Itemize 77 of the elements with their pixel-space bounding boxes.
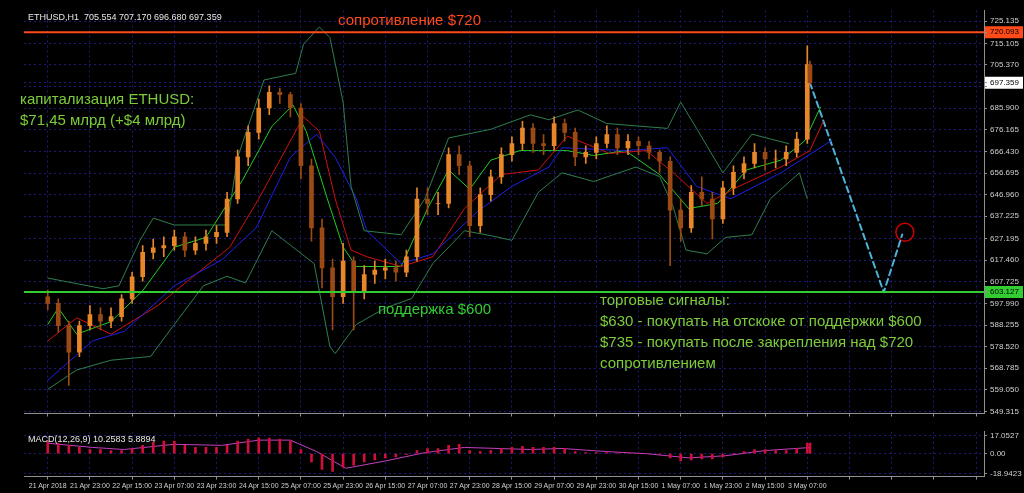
bar [468, 450, 472, 454]
y-tick-label: 697.359 [990, 77, 1020, 87]
y-tick-label: 17.0527 [990, 431, 1020, 441]
bar [236, 440, 239, 454]
bar [215, 447, 218, 454]
y-tick-label: 559.050 [990, 385, 1020, 395]
bar [784, 450, 788, 454]
bar [362, 453, 366, 463]
annotation: торговые сигналы: $630 - покупать на отскоке от поддержки $600 $735 - покупать после закрепления над $720 сопротивлением [600, 290, 922, 371]
bar [310, 453, 313, 463]
candlestick [372, 260, 378, 284]
y-tick-label: 725.135 [990, 16, 1020, 26]
candlestick [277, 87, 283, 104]
y-tick-label: 685.900 [990, 103, 1020, 113]
bar [173, 440, 176, 454]
y-tick-label: 597.990 [990, 298, 1020, 308]
ref-line-label: поддержка $600 [378, 299, 492, 317]
bar [711, 453, 714, 460]
bar [521, 446, 524, 454]
bar [742, 451, 746, 454]
y-tick-label: 588.255 [990, 320, 1020, 330]
bar [573, 451, 577, 454]
bar [426, 448, 429, 454]
y-tick-label: 578.520 [990, 341, 1020, 351]
bar [679, 453, 683, 462]
bar [373, 453, 377, 461]
bar [563, 448, 566, 454]
bar [278, 438, 282, 454]
bar [120, 450, 123, 454]
bar [78, 447, 81, 454]
candlestick [699, 176, 705, 206]
bar [56, 442, 60, 454]
y-tick-label: 676.165 [990, 125, 1020, 135]
chart-title: ETHUSD,H1 705.554 707.170 696.680 697.359 [28, 12, 222, 23]
bar [447, 445, 450, 454]
bar [267, 437, 271, 454]
bar [331, 453, 334, 472]
y-tick-label: 720.093 [990, 27, 1020, 37]
candlestick [435, 192, 441, 215]
chart-title: MACD(12,26,9) 10.2583 5.8894 [28, 433, 156, 444]
bar [194, 447, 197, 454]
y-tick-label: -18.9423 [990, 468, 1023, 478]
ref-line-label: сопротивление $720 [338, 10, 481, 28]
bar [795, 448, 799, 454]
y-tick-label: 637.225 [990, 211, 1020, 221]
bar [542, 447, 545, 454]
y-tick-label: 627.195 [990, 233, 1020, 243]
y-tick-label: 646.960 [990, 189, 1020, 199]
y-tick-label: 656.695 [990, 168, 1020, 178]
candlestick [583, 145, 589, 164]
bar [99, 449, 102, 454]
y-tick-label: 603.127 [990, 287, 1020, 297]
bar [246, 438, 250, 454]
bar [500, 448, 503, 454]
bar [289, 440, 292, 454]
y-tick-label: 549.315 [990, 406, 1020, 416]
y-tick-label: 705.370 [990, 60, 1020, 70]
bar [352, 453, 355, 466]
bar [689, 453, 693, 461]
y-tick-label: 617.460 [990, 255, 1020, 265]
y-tick-label: 568.785 [990, 363, 1020, 373]
candlestick [161, 236, 167, 258]
bar [162, 440, 166, 454]
bar [774, 450, 777, 454]
bar [257, 437, 261, 454]
bar [383, 453, 387, 459]
bar [141, 445, 145, 454]
y-tick-label: 607.725 [990, 276, 1020, 286]
y-tick-label: 666.430 [990, 146, 1020, 156]
bar [151, 441, 155, 454]
bar [489, 450, 493, 454]
y-tick-label: 715.105 [990, 38, 1020, 48]
bar [700, 453, 704, 460]
bar [753, 449, 756, 454]
y-tick-label: 0.00 [990, 448, 1007, 458]
bar [478, 451, 482, 454]
annotation: капитализация ETHUSD: $71,45 млрд (+$4 млрд) [20, 89, 195, 128]
